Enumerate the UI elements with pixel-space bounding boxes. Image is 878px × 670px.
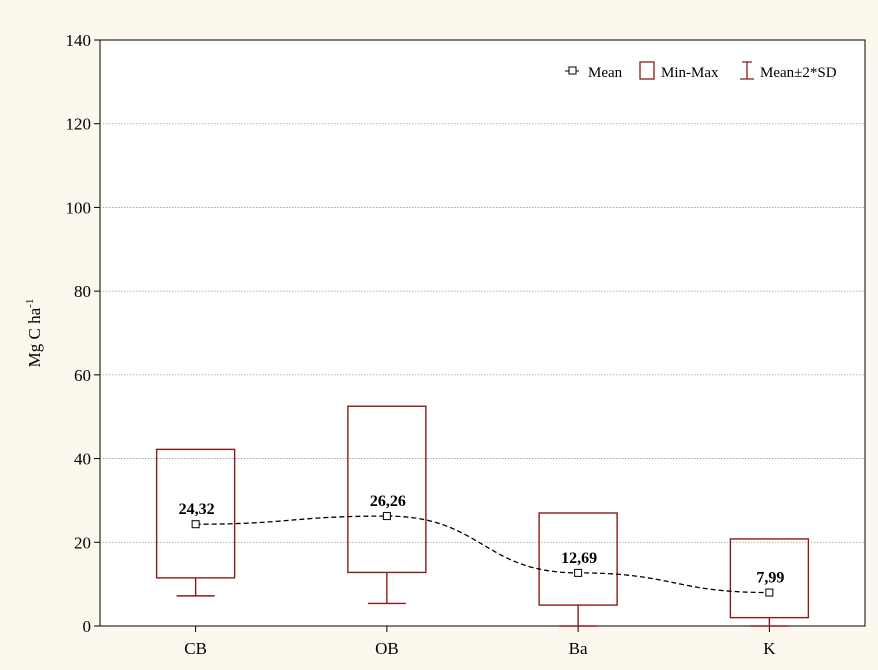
y-tick-label: 100 xyxy=(66,198,92,217)
plot-area xyxy=(99,39,866,627)
y-tick-label: 20 xyxy=(74,533,91,552)
x-tick-label: CB xyxy=(184,639,207,658)
y-axis-label-text: Mg C ha xyxy=(25,307,44,367)
y-tick-label: 0 xyxy=(83,617,92,636)
mean-line xyxy=(195,515,770,594)
x-tick-label: K xyxy=(763,639,776,658)
legend-mean-label: Mean xyxy=(588,65,623,81)
legend-minmax-swatch xyxy=(639,61,655,80)
legend-sd-whisker xyxy=(740,61,754,80)
boxes xyxy=(155,405,810,627)
mean-marker xyxy=(574,568,583,577)
mean-series: 24,32 26,26 12,69 7,99 xyxy=(179,493,784,597)
mean-marker xyxy=(765,588,774,597)
y-tick-label: 140 xyxy=(66,31,92,50)
x-axis: CB OB Ba K xyxy=(184,626,776,658)
mean-marker xyxy=(191,520,200,529)
box-k xyxy=(729,538,810,619)
y-tick-label: 120 xyxy=(66,115,92,134)
y-tick-label: 60 xyxy=(74,366,91,385)
y-tick-label: 40 xyxy=(74,450,91,469)
y-axis-label: Mg C ha-1 xyxy=(24,299,44,368)
mean-value-label: 7,99 xyxy=(756,570,784,587)
mean-value-label: 26,26 xyxy=(370,493,406,510)
legend: Mean Min-Max Mean±2*SD xyxy=(565,61,837,81)
mean-value-label: 12,69 xyxy=(561,550,597,567)
legend-sd-label: Mean±2*SD xyxy=(760,65,837,81)
x-tick-label: Ba xyxy=(569,639,588,658)
x-tick-label: OB xyxy=(375,639,399,658)
mean-value-label: 24,32 xyxy=(179,501,215,518)
y-axis-label-superscript: -1 xyxy=(24,299,36,308)
mean-marker xyxy=(382,512,391,521)
y-axis: 0 20 40 60 80 100 120 140 xyxy=(66,31,100,636)
gridlines xyxy=(100,123,865,543)
y-tick-label: 80 xyxy=(74,282,91,301)
legend-mean-marker xyxy=(568,66,577,75)
legend-minmax-label: Min-Max xyxy=(661,65,719,81)
